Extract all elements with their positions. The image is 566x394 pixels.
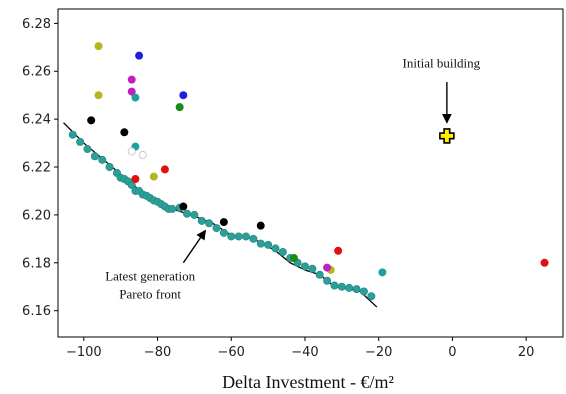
data-point (227, 232, 236, 241)
data-point (249, 234, 258, 243)
y-tick-label: 6.24 (22, 113, 51, 128)
data-point (160, 165, 169, 174)
data-point (256, 221, 265, 230)
y-tick-label: 6.16 (22, 304, 51, 319)
data-point (308, 264, 317, 273)
x-tick-label: −80 (144, 345, 171, 360)
x-tick-label: −60 (218, 345, 245, 360)
data-point (190, 210, 199, 219)
data-point (278, 248, 287, 257)
data-point (131, 174, 140, 183)
data-point (94, 91, 103, 100)
data-point (127, 147, 136, 156)
data-point (76, 137, 85, 146)
data-point (68, 130, 77, 139)
data-point (264, 240, 273, 249)
data-point (330, 281, 339, 290)
data-point (149, 172, 158, 181)
y-tick-label: 6.18 (22, 256, 51, 271)
y-tick-label: 6.22 (22, 161, 51, 176)
annotation-text: Initial building (403, 56, 481, 71)
x-tick-label: 0 (448, 345, 456, 360)
data-point (212, 224, 221, 233)
data-point (179, 202, 188, 211)
data-point (127, 87, 136, 96)
x-tick-label: 20 (518, 345, 535, 360)
data-point (352, 285, 361, 294)
data-point (90, 152, 99, 161)
data-point (271, 244, 280, 253)
x-tick-label: −100 (66, 345, 102, 360)
y-tick-label: 6.20 (22, 208, 51, 223)
initial-building-marker (439, 128, 455, 144)
data-point (127, 75, 136, 84)
data-point (256, 239, 265, 248)
data-point (105, 163, 114, 172)
data-point (205, 219, 214, 228)
x-tick-label: −40 (291, 345, 318, 360)
data-point (138, 151, 147, 160)
data-point (83, 145, 92, 154)
data-point (168, 204, 177, 213)
y-tick-label: 6.26 (22, 65, 51, 80)
annotations: Initial building Latest generation Pareto … (105, 56, 480, 302)
x-tick-label: −20 (365, 345, 392, 360)
x-axis-title: Delta Investment - €/m² (222, 372, 394, 392)
data-point (315, 270, 324, 279)
data-point (337, 282, 346, 291)
data-point (87, 116, 96, 125)
data-point (175, 103, 184, 112)
data-point (241, 232, 250, 241)
y-tick-label: 6.28 (22, 17, 51, 32)
data-point (359, 287, 368, 296)
data-point (323, 263, 332, 272)
data-point (197, 216, 206, 225)
annotation-line: Initial building (403, 56, 481, 71)
data-point (120, 128, 129, 137)
data-point (323, 276, 332, 285)
data-point (367, 292, 376, 301)
data-point (345, 283, 354, 292)
annotation-text: Latest generation Pareto front (105, 269, 195, 302)
data-point (179, 91, 188, 100)
data-point (98, 155, 107, 164)
data-point (540, 258, 549, 267)
annotation-line: Latest generation (105, 269, 195, 284)
annotation-arrow (182, 229, 207, 264)
data-point (135, 51, 144, 60)
data-point (94, 42, 103, 51)
data-points (68, 42, 549, 301)
data-point (334, 246, 343, 255)
plot-axes: −100 −80 −60 −40 −20 0 20 6.16 6.18 6.20 6.22 6.24 6… (22, 8, 564, 360)
annotation-line: Pareto front (119, 287, 181, 302)
data-point (219, 218, 228, 227)
data-point (378, 268, 387, 277)
data-point (183, 209, 192, 218)
data-point (127, 180, 136, 189)
data-point (219, 228, 228, 237)
data-point (300, 262, 309, 271)
data-point (131, 93, 140, 102)
data-point (289, 253, 298, 262)
plot-frame (57, 8, 564, 338)
data-point (234, 232, 243, 241)
